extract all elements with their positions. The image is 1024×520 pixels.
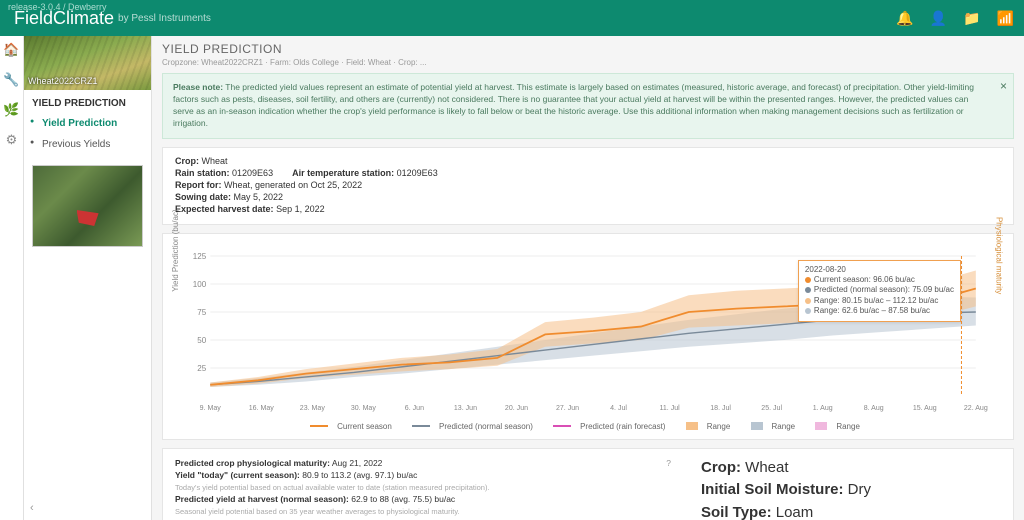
- y-axis-label: Yield Prediction (bu/ac): [171, 209, 180, 291]
- legend-4: Range: [772, 422, 796, 431]
- tooltip-l3: Range: 80.15 bu/ac – 112.12 bu/ac: [814, 296, 938, 305]
- today-value: 80.9 to 113.2 (avg. 97.1) bu/ac: [302, 470, 417, 480]
- svg-text:125: 125: [193, 252, 207, 261]
- release-tag: release-3.0.4 / Dewberry: [8, 2, 107, 12]
- legend-0: Current season: [337, 422, 392, 431]
- svg-text:20. Jun: 20. Jun: [505, 405, 528, 412]
- home-icon[interactable]: 🏠: [3, 42, 19, 58]
- chart-legend: Current season Predicted (normal season)…: [175, 422, 1001, 431]
- close-icon[interactable]: ×: [1000, 78, 1007, 95]
- sidebar: Wheat2022CRZ1 YIELD PREDICTION Yield Pre…: [24, 36, 152, 520]
- legend-2: Predicted (rain forecast): [580, 422, 665, 431]
- svg-text:15. Aug: 15. Aug: [913, 405, 937, 412]
- left-rail: 🏠 🔧 🌿 ⚙: [0, 36, 24, 520]
- tooltip-l1: Current season: 96.06 bu/ac: [814, 275, 915, 284]
- harvest-value: Sep 1, 2022: [276, 204, 325, 214]
- r-moisture-label: Initial Soil Moisture:: [701, 481, 844, 498]
- normal-note: Seasonal yield potential based on 35 yea…: [175, 506, 671, 517]
- svg-text:18. Jul: 18. Jul: [710, 405, 731, 412]
- bell-icon[interactable]: 🔔: [896, 10, 913, 27]
- air-label: Air temperature station:: [292, 168, 394, 178]
- svg-text:22. Aug: 22. Aug: [964, 405, 988, 412]
- user-icon[interactable]: 👤: [930, 10, 947, 27]
- right-axis-label: Physiological maturity: [994, 217, 1003, 294]
- legend-5: Range: [836, 422, 860, 431]
- rain-label: Rain station:: [175, 168, 230, 178]
- svg-text:8. Aug: 8. Aug: [864, 405, 884, 412]
- main-content: YIELD PREDICTION Cropzone: Wheat2022CRZ1…: [152, 36, 1024, 520]
- svg-text:50: 50: [197, 336, 206, 345]
- nav-yield-prediction[interactable]: Yield Prediction: [24, 113, 151, 134]
- svg-text:30. May: 30. May: [351, 405, 377, 412]
- tooltip-date: 2022-08-20: [805, 265, 954, 275]
- svg-text:25: 25: [197, 364, 206, 373]
- normal-label: Predicted yield at harvest (normal seaso…: [175, 494, 349, 504]
- top-icons: 🔔 👤 📁 📶: [896, 10, 1014, 27]
- sow-label: Sowing date:: [175, 192, 231, 202]
- report-value: Wheat, generated on Oct 25, 2022: [224, 180, 362, 190]
- notice-banner: × Please note: The predicted yield value…: [162, 73, 1014, 139]
- normal-value: 62.9 to 88 (avg. 75.5) bu/ac: [351, 494, 455, 504]
- sow-value: May 5, 2022: [234, 192, 284, 202]
- r-soil-label: Soil Type:: [701, 504, 772, 520]
- svg-text:75: 75: [197, 308, 206, 317]
- r-crop-value: Wheat: [741, 459, 789, 476]
- brand-sub: by Pessl Instruments: [118, 13, 211, 24]
- tooltip-l4: Range: 62.6 bu/ac – 87.58 bu/ac: [814, 306, 930, 315]
- notice-lead: Please note:: [173, 82, 223, 92]
- page-title: YIELD PREDICTION: [162, 42, 1014, 56]
- map-thumbnail[interactable]: [32, 165, 143, 247]
- today-note: Today's yield potential based on actual …: [175, 482, 671, 493]
- maturity-value: Aug 21, 2022: [332, 458, 383, 468]
- svg-text:6. Jun: 6. Jun: [405, 405, 424, 412]
- sidebar-title: YIELD PREDICTION: [24, 90, 151, 113]
- breadcrumb: Cropzone: Wheat2022CRZ1 · Farm: Olds Col…: [162, 58, 1014, 67]
- gear-icon[interactable]: ⚙: [6, 132, 18, 148]
- svg-text:27. Jun: 27. Jun: [556, 405, 579, 412]
- svg-text:4. Jul: 4. Jul: [610, 405, 627, 412]
- r-crop-label: Crop:: [701, 459, 741, 476]
- summary-right: Crop: Wheat Initial Soil Moisture: Dry S…: [701, 457, 1001, 520]
- legend-3: Range: [707, 422, 731, 431]
- crop-label: Crop:: [175, 156, 199, 166]
- svg-text:9. May: 9. May: [200, 405, 222, 412]
- yield-chart: Yield Prediction (bu/ac) Physiological m…: [175, 248, 1001, 418]
- nav-previous-yields[interactable]: Previous Yields: [24, 134, 151, 155]
- svg-text:1. Aug: 1. Aug: [813, 405, 833, 412]
- tree-icon[interactable]: 🌿: [3, 102, 19, 118]
- svg-text:13. Jun: 13. Jun: [454, 405, 477, 412]
- field-label: Wheat2022CRZ1: [28, 76, 98, 86]
- meta-card: Crop: Wheat Rain station: 01209E63 Air t…: [162, 147, 1014, 225]
- maturity-label: Predicted crop physiological maturity:: [175, 458, 330, 468]
- folder-icon[interactable]: 📁: [963, 10, 980, 27]
- harvest-label: Expected harvest date:: [175, 204, 274, 214]
- report-label: Report for:: [175, 180, 222, 190]
- svg-text:100: 100: [193, 280, 207, 289]
- r-moisture-value: Dry: [844, 481, 872, 498]
- wrench-icon[interactable]: 🔧: [3, 72, 19, 88]
- svg-text:16. May: 16. May: [249, 405, 275, 412]
- today-label: Yield "today" (current season):: [175, 470, 300, 480]
- svg-text:25. Jul: 25. Jul: [761, 405, 782, 412]
- signal-icon[interactable]: 📶: [997, 10, 1014, 27]
- chart-tooltip: 2022-08-20 Current season: 96.06 bu/ac P…: [798, 260, 961, 322]
- rain-value: 01209E63: [232, 168, 273, 178]
- notice-body: The predicted yield values represent an …: [173, 82, 974, 128]
- legend-1: Predicted (normal season): [439, 422, 533, 431]
- chart-card: Yield Prediction (bu/ac) Physiological m…: [162, 233, 1014, 440]
- field-image[interactable]: Wheat2022CRZ1: [24, 36, 151, 90]
- r-soil-value: Loam: [772, 504, 814, 520]
- svg-text:11. Jul: 11. Jul: [659, 405, 680, 412]
- air-value: 01209E63: [397, 168, 438, 178]
- collapse-sidebar[interactable]: ‹: [24, 496, 151, 520]
- summary-left: ? Predicted crop physiological maturity:…: [175, 457, 671, 520]
- help-icon[interactable]: ?: [666, 457, 671, 470]
- crop-value: Wheat: [202, 156, 228, 166]
- summary-card: ? Predicted crop physiological maturity:…: [162, 448, 1014, 520]
- svg-text:23. May: 23. May: [300, 405, 326, 412]
- topbar: FieldClimate by Pessl Instruments 🔔 👤 📁 …: [0, 0, 1024, 36]
- tooltip-l2: Predicted (normal season): 75.09 bu/ac: [814, 285, 954, 294]
